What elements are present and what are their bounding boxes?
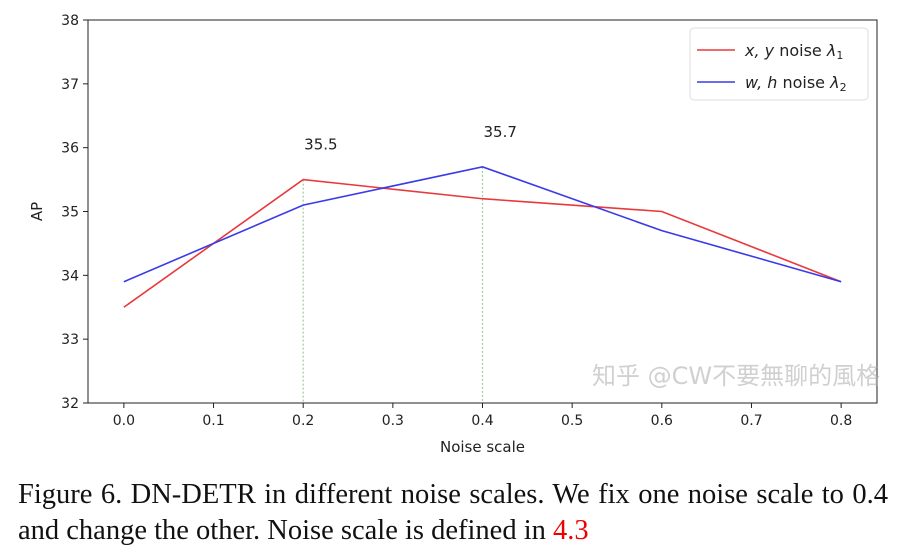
series-line-2 [123, 165, 842, 283]
y-axis-label: AP [28, 202, 46, 221]
line-chart: 0.0 0.1 0.2 0.3 0.4 0.5 0.6 0.7 0.8 32 33 34 35 36 37 3… [28, 13, 878, 456]
annotation-label: 35.7 [484, 123, 517, 141]
x-tick-label: 0.0 [113, 413, 135, 429]
legend-label-1: x, y noise λ1 [744, 41, 843, 62]
y-tick-label: 38 [61, 13, 79, 29]
x-tick-label: 0.2 [292, 413, 314, 429]
section-reference-link[interactable]: 4.3 [553, 515, 589, 546]
figure-caption: Figure 6. DN-DETR in different noise sca… [18, 477, 888, 549]
series-line-1 [123, 178, 842, 308]
x-tick-label: 0.8 [830, 413, 852, 429]
y-tick-label: 36 [61, 141, 79, 157]
x-tick-label: 0.4 [471, 413, 493, 429]
y-tick-label: 37 [61, 77, 79, 93]
y-tick-label: 35 [61, 205, 79, 221]
x-tick-label: 0.3 [382, 413, 404, 429]
annotation-label: 35.5 [304, 136, 337, 154]
y-tick-label: 34 [61, 268, 79, 284]
x-tick-label: 0.5 [561, 413, 583, 429]
y-tick-label: 32 [61, 396, 79, 412]
caption-text: Figure 6. DN-DETR in different noise sca… [18, 479, 888, 546]
x-tick-label: 0.6 [651, 413, 673, 429]
x-tick-label: 0.7 [740, 413, 762, 429]
y-tick-label: 33 [61, 332, 79, 348]
x-axis-label: Noise scale [440, 438, 525, 456]
legend-label-2: w, h noise λ2 [745, 73, 847, 94]
x-tick-label: 0.1 [202, 413, 224, 429]
